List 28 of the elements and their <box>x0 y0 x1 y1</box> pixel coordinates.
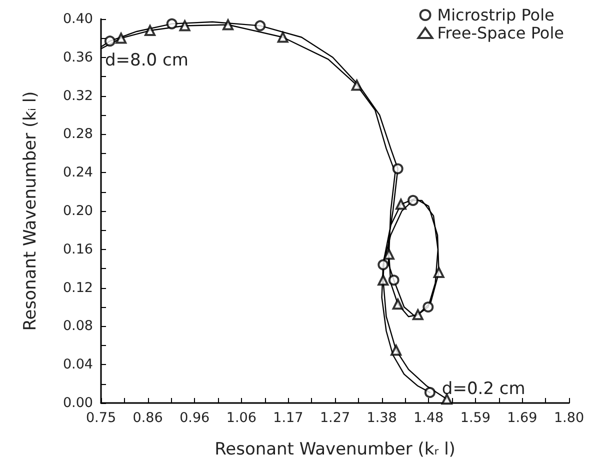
x-axis-title: Resonant Wavenumber (kᵣ l) <box>214 440 456 460</box>
annotation: d=0.2 cm <box>442 378 526 399</box>
x-tick-label: 1.06 <box>226 410 256 426</box>
y-tick-label: 0.32 <box>62 88 93 104</box>
x-tick-label: 1.59 <box>460 410 490 426</box>
y-tick-label: 0.28 <box>62 126 93 142</box>
y-tick-label: 0.24 <box>62 164 93 181</box>
annotation: d=8.0 cm <box>105 50 188 70</box>
y-tick-label: 0.36 <box>62 49 93 66</box>
y-axis-title: Resonant Wavenumber (kᵢ l) <box>20 91 40 331</box>
x-tick-label: 1.69 <box>507 410 538 426</box>
y-tick-label: 0.00 <box>62 395 93 411</box>
y-tick-label: 0.04 <box>62 356 93 373</box>
legend-label: Microstrip Pole <box>437 6 554 24</box>
x-tick-label: 1.48 <box>414 410 444 426</box>
x-tick-label: 1.80 <box>554 410 584 426</box>
x-tick-label: 0.75 <box>86 410 116 426</box>
y-tick-label: 0.16 <box>62 241 93 258</box>
x-tick-label: 0.96 <box>180 410 210 426</box>
y-tick-label: 0.08 <box>62 318 93 334</box>
x-tick-label: 1.38 <box>366 410 397 426</box>
y-tick-label: 0.12 <box>62 280 93 296</box>
x-tick-label: 0.86 <box>132 410 163 426</box>
legend-label: Free-Space Pole <box>437 24 564 42</box>
y-tick-label: 0.40 <box>62 11 93 27</box>
x-tick-label: 1.27 <box>320 410 350 426</box>
x-tick-label: 1.17 <box>273 410 304 426</box>
y-tick-label: 0.20 <box>62 203 93 219</box>
